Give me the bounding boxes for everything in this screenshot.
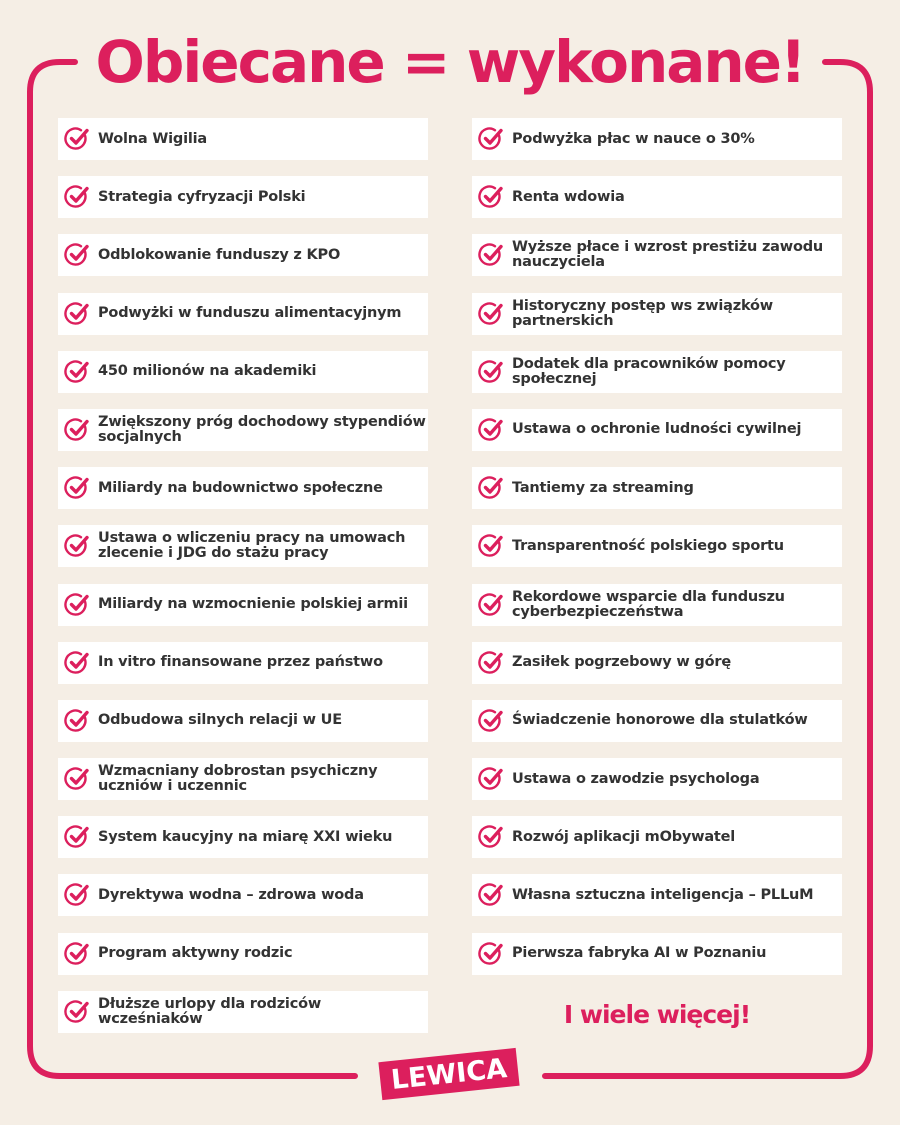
check-circle-icon xyxy=(64,475,90,501)
list-item: Wzmacniany dobrostan psychiczny uczniów … xyxy=(58,758,428,801)
list-item: Ustawa o ochronie ludności cywilnej xyxy=(472,408,842,451)
item-label: Podwyżka płac w nauce o 30% xyxy=(512,130,755,147)
check-circle-icon xyxy=(478,708,504,734)
check-circle-icon xyxy=(478,592,504,618)
check-circle-icon xyxy=(64,824,90,850)
check-circle-icon xyxy=(478,533,504,559)
more-text: I wiele więcej! xyxy=(563,1000,751,1029)
list-item: Miliardy na wzmocnienie polskiej armii xyxy=(58,583,428,626)
check-circle-icon xyxy=(478,184,504,210)
list-item: Dodatek dla pracowników pomocy społeczne… xyxy=(472,350,842,393)
check-circle-icon xyxy=(64,359,90,385)
list-item: Własna sztuczna inteligencja – PLLuM xyxy=(472,874,842,917)
item-label: Zwiększony próg dochodowy stypendiów soc… xyxy=(98,413,426,445)
item-label: Ustawa o wliczeniu pracy na umowach zlec… xyxy=(98,530,406,562)
item-label: Odblokowanie funduszy z KPO xyxy=(98,246,341,263)
item-label: Strategia cyfryzacji Polski xyxy=(98,188,306,205)
list-item: Wyższe płace i wzrost prestiżu zawodu na… xyxy=(472,234,842,277)
item-label: Dyrektywa wodna – zdrowa woda xyxy=(98,886,364,903)
check-circle-icon xyxy=(64,941,90,967)
check-circle-icon xyxy=(64,242,90,268)
check-circle-icon xyxy=(478,824,504,850)
list-item: Rozwój aplikacji mObywatel xyxy=(472,816,842,859)
list-item: Podwyżki w funduszu alimentacyjnym xyxy=(58,292,428,335)
check-circle-icon xyxy=(478,475,504,501)
check-circle-icon xyxy=(64,533,90,559)
list-item: Historyczny postęp ws związków partnersk… xyxy=(472,292,842,335)
item-label: Dłuższe urlopy dla rodziców wcześniaków xyxy=(98,995,322,1027)
list-item: Transparentność polskiego sportu xyxy=(472,525,842,568)
item-label: Ustawa o zawodzie psychologa xyxy=(512,770,760,787)
item-label: Własna sztuczna inteligencja – PLLuM xyxy=(512,886,814,903)
list-item: Dłuższe urlopy dla rodziców wcześniaków xyxy=(58,990,428,1033)
list-item: System kaucyjny na miarę XXI wieku xyxy=(58,816,428,859)
item-label: Rozwój aplikacji mObywatel xyxy=(512,828,736,845)
item-label: Świadczenie honorowe dla stulatków xyxy=(512,712,808,729)
check-circle-icon xyxy=(64,592,90,618)
check-circle-icon xyxy=(478,301,504,327)
item-label: Odbudowa silnych relacji w UE xyxy=(98,712,342,729)
check-circle-icon xyxy=(478,126,504,152)
check-circle-icon xyxy=(478,766,504,792)
list-item: Wolna Wigilia xyxy=(58,118,428,160)
item-label: Transparentność polskiego sportu xyxy=(512,537,784,554)
item-label: Historyczny postęp ws związków partnersk… xyxy=(512,297,773,329)
check-circle-icon xyxy=(64,417,90,443)
list-item: Miliardy na budownictwo społeczne xyxy=(58,467,428,510)
item-label: Ustawa o ochronie ludności cywilnej xyxy=(512,421,802,438)
check-circle-icon xyxy=(64,650,90,676)
list-item: Zasiłek pogrzebowy w górę xyxy=(472,641,842,684)
check-circle-icon xyxy=(478,359,504,385)
item-label: Wyższe płace i wzrost prestiżu zawodu na… xyxy=(512,239,824,271)
check-circle-icon xyxy=(64,882,90,908)
list-item: Tantiemy za streaming xyxy=(472,467,842,510)
item-label: Miliardy na wzmocnienie polskiej armii xyxy=(98,596,408,612)
list-item: Pierwsza fabryka AI w Poznaniu xyxy=(472,932,842,975)
list-item: Dyrektywa wodna – zdrowa woda xyxy=(58,874,428,917)
check-circle-icon xyxy=(64,766,90,792)
list-item: 450 milionów na akademiki xyxy=(58,350,428,393)
page-title: Obiecane = wykonane! xyxy=(95,28,807,96)
check-circle-icon xyxy=(64,708,90,734)
check-circle-icon xyxy=(64,301,90,327)
check-circle-icon xyxy=(478,941,504,967)
list-item: Podwyżka płac w nauce o 30% xyxy=(472,118,842,160)
list-item: In vitro finansowane przez państwo xyxy=(58,641,428,684)
item-label: Rekordowe wsparcie dla funduszu cyberbez… xyxy=(512,588,785,620)
item-label: Dodatek dla pracowników pomocy społeczne… xyxy=(512,355,786,387)
check-circle-icon xyxy=(478,650,504,676)
item-label: System kaucyjny na miarę XXI wieku xyxy=(98,828,393,845)
list-item: Renta wdowia xyxy=(472,176,842,219)
check-circle-icon xyxy=(64,126,90,152)
item-label: Pierwsza fabryka AI w Poznaniu xyxy=(512,945,767,962)
item-label: Zasiłek pogrzebowy w górę xyxy=(512,654,731,671)
list-item: Strategia cyfryzacji Polski xyxy=(58,176,428,219)
list-item: Zwiększony próg dochodowy stypendiów soc… xyxy=(58,408,428,451)
item-label: Podwyżki w funduszu alimentacyjnym xyxy=(98,305,402,322)
check-circle-icon xyxy=(478,242,504,268)
item-label: In vitro finansowane przez państwo xyxy=(98,654,383,671)
check-circle-icon xyxy=(64,184,90,210)
left-column: Wolna Wigilia Strategia cyfryzacji Polski… xyxy=(58,118,428,1049)
list-item: Świadczenie honorowe dla stulatków xyxy=(472,699,842,742)
item-label: 450 milionów na akademiki xyxy=(98,363,317,380)
list-item: Odbudowa silnych relacji w UE xyxy=(58,699,428,742)
item-label: Wzmacniany dobrostan psychiczny uczniów … xyxy=(98,763,378,795)
item-label: Wolna Wigilia xyxy=(98,130,208,147)
list-item: Ustawa o zawodzie psychologa xyxy=(472,758,842,801)
list-item: Odblokowanie funduszy z KPO xyxy=(58,234,428,277)
check-circle-icon xyxy=(478,417,504,443)
check-circle-icon xyxy=(64,999,90,1025)
check-circle-icon xyxy=(478,882,504,908)
list-item: Rekordowe wsparcie dla funduszu cyberbez… xyxy=(472,583,842,626)
right-column: Podwyżka płac w nauce o 30% Renta wdowia W… xyxy=(472,118,842,991)
item-label: Miliardy na budownictwo społeczne xyxy=(98,479,383,496)
item-label: Renta wdowia xyxy=(512,188,625,205)
item-label: Program aktywny rodzic xyxy=(98,945,293,962)
item-label: Tantiemy za streaming xyxy=(512,479,694,496)
list-item: Ustawa o wliczeniu pracy na umowach zlec… xyxy=(58,525,428,568)
list-item: Program aktywny rodzic xyxy=(58,932,428,975)
